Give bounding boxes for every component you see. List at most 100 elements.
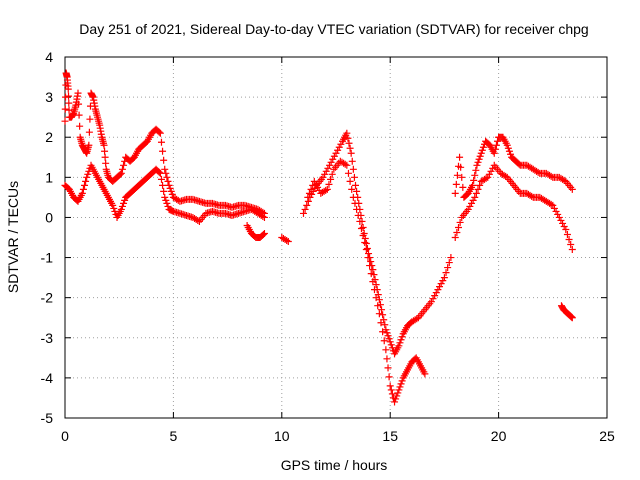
- data-point: [85, 128, 93, 136]
- data-point: [305, 189, 313, 197]
- data-point: [489, 164, 497, 172]
- data-point: [504, 144, 512, 152]
- data-point: [444, 264, 452, 272]
- data-point: [348, 157, 356, 165]
- data-point: [534, 168, 542, 176]
- data-point: [369, 266, 377, 274]
- data-point: [382, 346, 390, 354]
- data-point: [565, 236, 573, 244]
- data-point: [156, 129, 164, 137]
- y-tick-label: 0: [45, 209, 53, 225]
- data-point: [473, 161, 481, 169]
- data-point: [557, 216, 565, 224]
- y-tick-label: 4: [45, 49, 53, 65]
- data-point: [484, 173, 492, 181]
- data-point: [469, 196, 477, 204]
- data-point: [451, 234, 459, 241]
- data-point: [157, 138, 165, 146]
- data-point: [361, 239, 369, 247]
- data-point: [346, 144, 354, 152]
- data-point: [344, 169, 352, 177]
- data-point: [398, 377, 406, 385]
- data-point: [547, 200, 555, 208]
- data-point: [82, 177, 90, 185]
- data-point: [384, 364, 392, 372]
- data-point: [79, 185, 87, 193]
- y-tick-label: -3: [41, 330, 54, 346]
- data-point: [437, 280, 445, 288]
- y-tick-label: 3: [45, 89, 53, 105]
- data-point: [383, 329, 391, 337]
- data-point: [362, 246, 370, 254]
- data-point: [472, 166, 480, 174]
- data-point: [324, 164, 332, 172]
- data-point: [156, 169, 164, 177]
- data-point: [322, 186, 330, 194]
- data-point: [120, 161, 128, 169]
- x-tick-label: 25: [599, 428, 615, 444]
- data-point: [367, 270, 375, 278]
- data-point: [372, 281, 380, 289]
- data-point: [64, 85, 72, 93]
- data-point: [159, 147, 167, 155]
- data-point: [84, 170, 92, 178]
- data-point: [421, 370, 429, 378]
- y-tick-label: 2: [45, 129, 53, 145]
- data-point: [162, 196, 170, 204]
- data-point: [432, 289, 440, 297]
- data-point: [452, 180, 460, 188]
- data-point: [100, 141, 108, 149]
- data-point: [155, 168, 163, 176]
- data-point: [477, 149, 485, 157]
- data-point: [386, 382, 394, 390]
- data-point: [348, 185, 356, 193]
- data-point: [260, 213, 268, 221]
- data-point: [549, 201, 557, 209]
- data-point: [468, 199, 475, 207]
- y-tick-label: -1: [41, 250, 54, 266]
- data-point: [502, 172, 510, 180]
- data-point: [357, 224, 365, 232]
- data-point: [301, 205, 309, 213]
- data-point: [65, 106, 73, 114]
- data-point: [303, 201, 311, 209]
- data-point: [469, 181, 477, 189]
- data-point: [434, 286, 442, 294]
- plot-frame: [64, 56, 608, 419]
- data-point: [453, 171, 461, 179]
- data-point: [442, 269, 450, 277]
- data-point: [485, 170, 493, 178]
- data-point: [555, 213, 563, 221]
- data-point: [366, 262, 374, 270]
- data-point: [507, 150, 515, 158]
- data-point: [168, 190, 176, 198]
- data-point: [471, 171, 479, 179]
- data-point: [377, 319, 385, 327]
- data-point: [118, 165, 126, 173]
- x-tick-label: 0: [61, 428, 69, 444]
- data-point: [120, 199, 128, 207]
- data-point: [163, 199, 171, 207]
- data-point: [560, 222, 568, 230]
- data-point: [550, 204, 558, 212]
- data-point: [109, 201, 117, 209]
- data-point: [283, 237, 291, 245]
- data-point: [474, 185, 482, 193]
- data-point: [164, 177, 172, 185]
- data-point: [117, 169, 125, 177]
- data-point: [343, 161, 351, 169]
- data-point: [492, 141, 500, 149]
- data-point: [431, 292, 439, 300]
- data-point: [334, 146, 342, 154]
- data-point: [378, 306, 386, 314]
- data-point: [101, 147, 109, 155]
- data-point: [121, 196, 129, 204]
- data-point: [359, 223, 367, 231]
- data-point: [343, 129, 351, 137]
- data-point: [329, 155, 337, 163]
- data-point: [75, 111, 83, 119]
- data-point: [76, 122, 84, 130]
- data-point: [110, 204, 118, 212]
- axis-ticks: 0 5 10 15 20 25 -5 -4 -3 -2 -1 0 1 2 3 4: [41, 49, 615, 444]
- data-point: [447, 254, 455, 262]
